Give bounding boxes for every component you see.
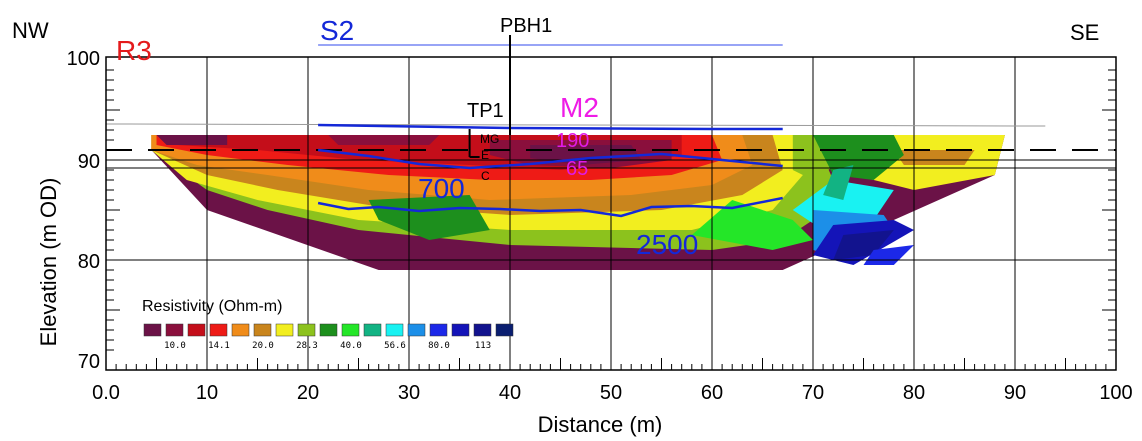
legend-swatch [209, 323, 228, 337]
x-tick-labels: 0.0 10 20 30 40 50 60 70 80 90 100 [92, 382, 1133, 404]
annotation-tp1: TP1 [467, 100, 504, 122]
x-tick-label: 40 [499, 382, 521, 404]
legend-tick-label: 113 [475, 341, 491, 351]
y-tick-label: 80 [78, 251, 100, 273]
x-axis-title: Distance (m) [538, 412, 663, 437]
legend-swatch [275, 323, 294, 337]
legend-swatches [143, 323, 514, 337]
annotation-m2-value-65: 65 [566, 158, 588, 180]
annotation-m2-value-190: 190 [556, 130, 589, 152]
legend-tick-labels: 10.0 14.1 20.0 28.3 40.0 56.6 80.0 113 [164, 341, 491, 351]
resistivity-zone [823, 165, 854, 200]
grid [106, 57, 1116, 370]
interpretation-line [318, 123, 783, 131]
legend-swatch [143, 323, 162, 337]
contour-label-2500: 2500 [636, 229, 698, 260]
corner-label-se: SE [1070, 20, 1099, 45]
resistivity-zone [156, 135, 228, 145]
legend-swatch [231, 323, 250, 337]
legend-tick-label: 20.0 [252, 341, 274, 351]
annotation-c: C [481, 169, 490, 183]
x-tick-label: 50 [600, 382, 622, 404]
annotation-pbh1: PBH1 [500, 15, 552, 37]
interpretation-line [317, 196, 783, 218]
legend-tick-label: 28.3 [296, 341, 318, 351]
annotation-e: E [481, 148, 489, 162]
x-tick-label: 20 [297, 382, 319, 404]
minor-ticks [106, 69, 1116, 370]
resistivity-zone [328, 135, 440, 145]
x-tick-label: 30 [398, 382, 420, 404]
x-tick-label: 10 [196, 382, 218, 404]
legend-swatch [363, 323, 382, 337]
legend-swatch [429, 323, 448, 337]
legend-tick-label: 10.0 [164, 341, 186, 351]
legend-swatch [451, 323, 470, 337]
x-tick-label: 70 [802, 382, 824, 404]
legend-swatch [165, 323, 184, 337]
x-tick-label: 80 [903, 382, 925, 404]
legend-swatch [495, 323, 514, 337]
legend-tick-label: 40.0 [340, 341, 362, 351]
annotation-mg: MG [480, 132, 499, 146]
resistivity-zone [368, 195, 490, 240]
resistivity-zone [813, 135, 904, 180]
x-tick-label: 60 [701, 382, 723, 404]
annotation-m2: M2 [560, 92, 599, 123]
y-tick-label: 70 [78, 351, 100, 373]
legend-swatch [253, 323, 272, 337]
legend-swatch [385, 323, 404, 337]
interpretation-line [317, 148, 783, 170]
x-tick-label: 0.0 [92, 382, 120, 404]
legend-tick-label: 14.1 [208, 341, 230, 351]
resistivity-zone [833, 230, 894, 260]
contour-label-700: 700 [418, 173, 465, 204]
y-axis-title: Elevation (m OD) [36, 178, 61, 347]
legend: Resistivity (Ohm-m) 10.0 14.1 20.0 28.3 40.0… [142, 298, 514, 351]
x-tick-label: 90 [1004, 382, 1026, 404]
resistivity-zone [691, 200, 813, 250]
y-tick-labels: 100 90 80 70 [67, 48, 100, 373]
legend-title: Resistivity (Ohm-m) [142, 298, 282, 315]
legend-tick-label: 80.0 [428, 341, 450, 351]
corner-label-nw: NW [12, 18, 49, 43]
annotation-s2: S2 [320, 15, 354, 46]
overlay-lines [105, 35, 1116, 218]
ground-surface-line [105, 123, 1046, 127]
legend-swatch [341, 323, 360, 337]
legend-swatch [187, 323, 206, 337]
legend-swatch [407, 323, 426, 337]
resistivity-zone [893, 150, 975, 165]
y-tick-label: 100 [67, 48, 100, 70]
x-tick-label: 100 [1099, 382, 1132, 404]
plot-frame [105, 56, 1117, 371]
legend-tick-label: 56.6 [384, 341, 406, 351]
legend-swatch [297, 323, 316, 337]
y-tick-label: 90 [78, 151, 100, 173]
legend-swatch [473, 323, 492, 337]
legend-swatch [319, 323, 338, 337]
resistivity-zones [151, 135, 1005, 270]
annotation-r3: R3 [116, 35, 152, 66]
